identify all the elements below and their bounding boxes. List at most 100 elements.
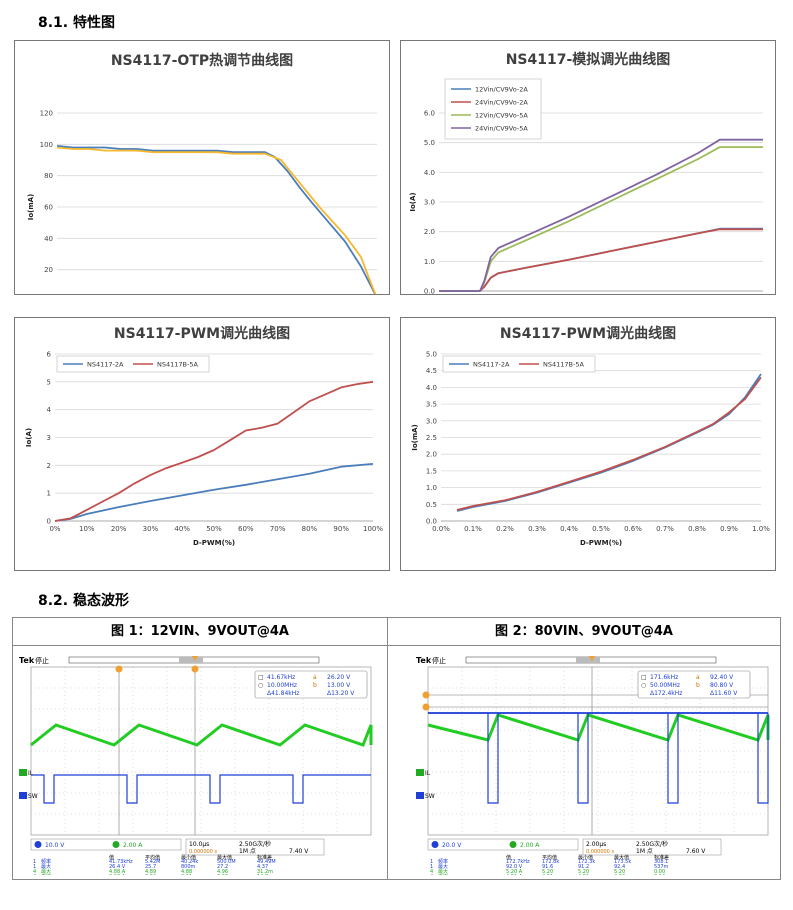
cursor-readout-box: [254, 670, 368, 699]
sample-rate: 2.50G次/秒: [636, 840, 668, 848]
meas-cell: 172.7kHz: [506, 859, 530, 865]
y-tick-label: 40: [44, 235, 53, 243]
trigger-level: 7.40 V: [289, 848, 309, 855]
chart-title: NS4117-PWM调光曲线图: [114, 325, 290, 342]
x-tick-label: 40%: [174, 525, 190, 533]
x-tick-label: 0%: [49, 525, 60, 533]
meas-cell: 4.01 A: [506, 874, 523, 875]
meas-cell: 4.01: [578, 874, 589, 875]
y-tick-label: 100: [40, 141, 53, 149]
meas-header: 最大值: [217, 854, 232, 861]
meas-cell: 26.4 V: [109, 864, 126, 870]
y-tick-label: 4.0: [426, 384, 437, 392]
meas-cell: 4.88: [181, 869, 192, 875]
scope-status: 停止: [35, 656, 49, 665]
x-tick-label: 0.8%: [688, 525, 706, 533]
ch1-indicator: [19, 792, 27, 799]
y-tick-label: 6: [47, 351, 52, 359]
x-axis-label: D-PWM(%): [580, 539, 622, 547]
y-tick-label: 0.0: [426, 518, 437, 526]
y-axis-label: Io(mA): [27, 194, 35, 221]
y-tick-label: 3: [47, 434, 51, 442]
series-line-4: [439, 138, 763, 292]
meas-cell: 308.1: [654, 859, 668, 865]
meas-cell: 3.94: [145, 874, 156, 875]
sw-label: SW: [28, 793, 38, 800]
ch1-indicator: [416, 792, 424, 799]
legend-label: NS4117-2A: [87, 361, 124, 369]
cursor-volt: 26.20 V: [327, 674, 351, 681]
scope-brand: Tek: [416, 656, 432, 665]
meas-cell: 3.91: [181, 874, 192, 875]
meas-header: 最小值: [181, 854, 196, 861]
ch4-badge: [112, 841, 120, 848]
trigger-marker: [589, 656, 595, 661]
x-tick-label: 0.4%: [560, 525, 578, 533]
il-label: IL: [425, 770, 431, 777]
meas-channel: 1: [430, 859, 433, 865]
x-tick-label: 50%: [206, 525, 222, 533]
cursor-freq: 171.6kHz: [650, 674, 678, 681]
sw-label: SW: [425, 793, 435, 800]
ch4-indicator: [416, 769, 424, 776]
meas-cell: 3.12m: [654, 874, 670, 875]
cursor-volt: 13.00 V: [327, 682, 351, 689]
meas-header: 最小值: [578, 854, 593, 861]
series-line-2: [439, 228, 763, 292]
x-tick-label: 70%: [270, 525, 286, 533]
series-line-2: [56, 146, 377, 294]
chart-analog-dimming: NS4117-模拟调光曲线图0.01.02.03.04.05.06.00.00.…: [400, 40, 776, 295]
cursor-readout-box: [637, 670, 751, 699]
cursor-freq: 41.67kHz: [267, 674, 295, 681]
chart-pwm-dimming-low: NS4117-PWM调光曲线图 0.0 0.5 1.0 1.5 2.0 2.5 3.0 3.5 4…: [400, 317, 776, 571]
meas-cell: 4.02: [614, 874, 625, 875]
meas-cell: 91.6: [542, 864, 553, 870]
waveform-title-1: 图 1：12VIN、9VOUT@4A: [13, 618, 387, 646]
meas-channel: 4: [33, 869, 36, 875]
meas-header: 标准差: [654, 854, 669, 861]
meas-cell: 频率: [438, 858, 448, 865]
ch1-scale: 20.0 V: [442, 842, 462, 849]
y-tick-label: 2: [47, 462, 51, 470]
y-tick-label: 60: [44, 204, 53, 212]
chart-title: NS4117-OTP热调节曲线图: [111, 52, 293, 69]
cursor-a-marker: [115, 665, 123, 673]
meas-cell: 4.88 A: [109, 869, 126, 875]
scope-status: 停止: [432, 656, 446, 665]
y-tick-label: 80: [44, 172, 53, 180]
ch4-indicator: [19, 769, 27, 776]
legend-label: 12Vin/CV9Vo-5A: [475, 112, 528, 120]
section-title-characteristics: 8.1. 特性图: [38, 15, 115, 31]
meas-cell: 最大: [438, 868, 448, 875]
cursor-symbol: ○: [258, 682, 263, 689]
y-tick-label: 1.0: [424, 258, 435, 266]
cursor-freq: Δ172.4kHz: [650, 690, 682, 697]
legend-label: NS4117-2A: [473, 361, 510, 369]
trigger-marker: [192, 656, 198, 661]
x-tick-label: 10%: [79, 525, 95, 533]
y-tick-label: 2.0: [426, 451, 437, 459]
meas-cell: 92.0 V: [506, 864, 523, 870]
legend-label: NS4117B-5A: [543, 361, 584, 369]
meas-header: 平均值: [145, 854, 160, 861]
meas-cell: 5.20: [614, 869, 625, 875]
meas-cell: 0.00: [654, 869, 665, 875]
cursor-tag: a: [696, 674, 700, 681]
timebase: 10.0μs: [189, 841, 209, 848]
meas-cell: 最大: [41, 868, 51, 875]
meas-cell: 4.89: [145, 869, 156, 875]
meas-channel: 1: [33, 859, 36, 865]
trigger-level: 7.60 V: [686, 848, 706, 855]
y-axis-label: Io(mA): [411, 424, 419, 451]
meas-cell: 最大: [438, 863, 448, 870]
timebase: 2.00μs: [586, 841, 606, 848]
y-tick-label: 1.0: [426, 484, 437, 492]
record-window: [576, 657, 600, 663]
meas-cell: 41.73kHz: [109, 859, 133, 865]
cursor-tag: b: [313, 682, 317, 689]
meas-cell: 537m: [654, 864, 669, 870]
x-tick-label: 80%: [302, 525, 318, 533]
il-waveform: [427, 713, 770, 742]
chart-otp: NS4117-OTP热调节曲线图020406080100120809010011…: [14, 40, 390, 295]
series-line-1: [456, 373, 762, 512]
